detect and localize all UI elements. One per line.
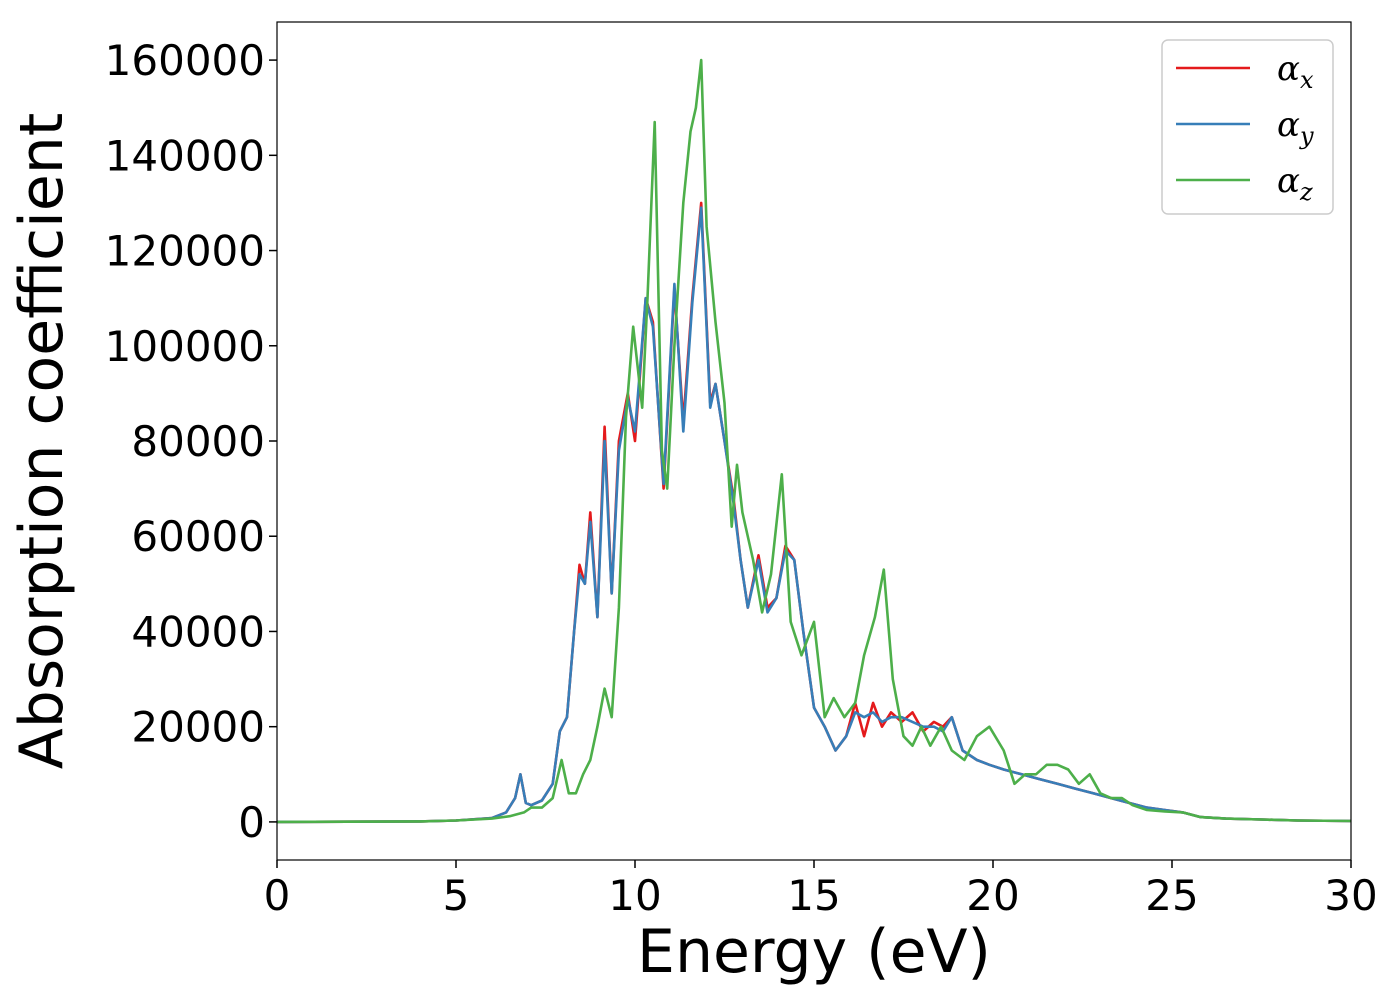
x-tick-label: 15 [787, 871, 840, 920]
y-tick-label: 140000 [105, 131, 265, 180]
x-tick-label: 10 [608, 871, 661, 920]
y-tick-label: 120000 [105, 227, 265, 276]
legend-box [1161, 39, 1334, 215]
x-tick-label: 0 [264, 871, 291, 920]
y-axis-title: Absorption coefficient [7, 113, 77, 770]
x-tick-label: 25 [1145, 871, 1198, 920]
x-axis-title: Energy (eV) [637, 917, 991, 987]
y-tick-label: 0 [238, 798, 265, 847]
legend-label-z: αz [1277, 161, 1313, 206]
legend-label-symbol: α [1277, 105, 1300, 145]
legend-label-subscript: z [1299, 178, 1313, 206]
series-layer [276, 58, 1352, 824]
legend-label-y: αy [1277, 105, 1314, 150]
y-axis: 0 20000 40000 60000 80000 100000 120000 140000 1… [105, 36, 277, 847]
x-tick-label: 20 [966, 871, 1019, 920]
legend-label-symbol: α [1277, 49, 1300, 89]
y-tick-label: 100000 [105, 322, 265, 371]
y-tick-label: 160000 [105, 36, 265, 85]
y-tick-label: 20000 [131, 703, 265, 752]
legend-label-symbol: α [1277, 161, 1300, 201]
x-axis: 0 5 10 15 20 25 30 [264, 860, 1378, 920]
y-tick-label: 80000 [131, 417, 265, 466]
x-tick-label: 5 [443, 871, 470, 920]
legend-label-x: αx [1277, 49, 1314, 94]
x-tick-label: 30 [1324, 871, 1377, 920]
series-line-y [276, 206, 1352, 824]
legend-label-subscript: y [1299, 122, 1314, 150]
y-tick-label: 40000 [131, 607, 265, 656]
y-tick-label: 60000 [131, 512, 265, 561]
series-line-z [276, 58, 1352, 824]
legend-label-subscript: x [1300, 66, 1314, 94]
